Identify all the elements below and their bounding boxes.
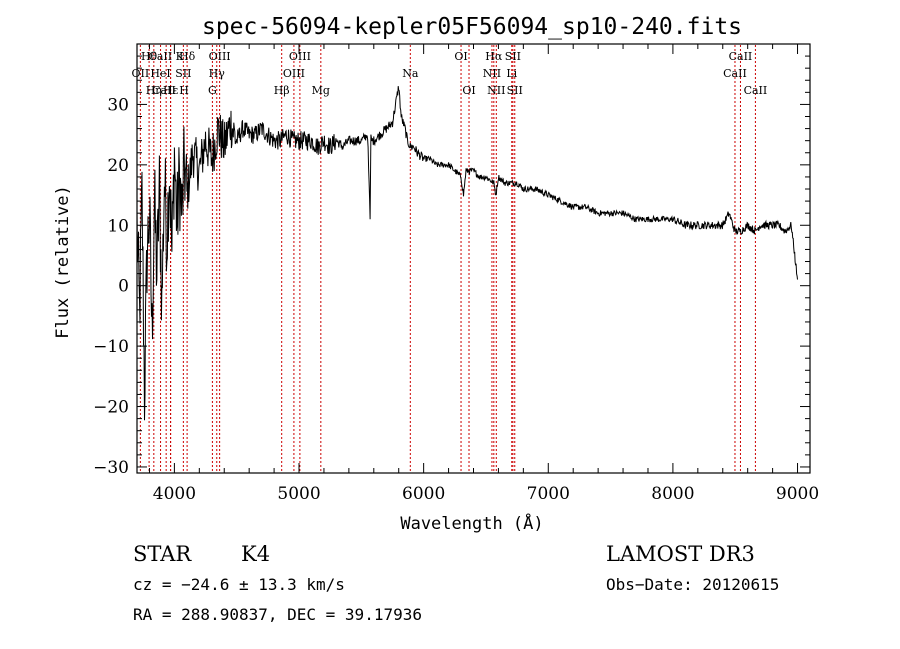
spectrum-line	[136, 86, 798, 421]
object-class: STAR	[133, 542, 192, 566]
survey-name: LAMOST DR3	[606, 542, 755, 566]
line-marker-label: Hα	[485, 50, 503, 63]
x-tick-label: 5000	[277, 484, 320, 504]
line-marker-label: CaII	[729, 50, 753, 63]
line-marker-label: Mg	[312, 84, 330, 97]
y-tick-label: 10	[107, 216, 129, 236]
line-marker-labels: OII Hθ Hη CaII K CaII H HeI Hε SII Hδ G Hγ OIII Hβ OI…	[132, 50, 768, 97]
x-tick-label: 8000	[651, 484, 694, 504]
y-tick-label: −30	[93, 458, 129, 478]
line-marker-label: OIII	[283, 67, 305, 80]
line-marker-label: Hδ	[179, 50, 196, 63]
y-tick-label: −20	[93, 398, 129, 418]
line-marker-label: HeI	[150, 67, 170, 80]
line-marker-label: Hθ	[141, 50, 158, 63]
y-tick-label: −10	[93, 337, 129, 357]
line-marker-label: OIII	[209, 50, 231, 63]
x-tick-label: 6000	[402, 484, 445, 504]
line-marker-label: CaII H	[152, 84, 189, 97]
line-marker-label: G	[208, 84, 217, 97]
x-tick-label: 4000	[153, 484, 196, 504]
line-marker-label: CaII	[723, 67, 747, 80]
coordinates: RA = 288.90837, DEC = 39.17936	[133, 605, 422, 624]
x-axis-ticks: 4000 5000 6000 7000 8000 9000	[148, 44, 819, 504]
y-axis-label: Flux (relative)	[53, 185, 73, 339]
line-marker-label: NII	[487, 84, 505, 97]
line-marker-label: Na	[402, 67, 419, 80]
line-marker-label: OI	[462, 84, 475, 97]
line-marker-label: Hβ	[274, 84, 290, 97]
y-axis-ticks: −30 −20 −10 0 10 20 30	[93, 55, 810, 478]
line-markers	[139, 45, 756, 472]
plot-frame	[136, 43, 811, 474]
x-axis-label: Wavelength (Å)	[400, 512, 543, 534]
y-tick-label: 30	[107, 95, 129, 115]
chart-title: spec-56094-kepler05F56094_sp10-240.fits	[202, 14, 742, 40]
line-marker-label: Hη	[146, 84, 162, 97]
line-marker-label: Hγ	[209, 67, 226, 80]
line-marker-label: OI	[454, 50, 467, 63]
line-marker-label: Li	[506, 67, 517, 80]
line-marker-label: SII	[175, 67, 191, 80]
spectrum-series	[136, 86, 798, 421]
line-marker-label: SII	[507, 84, 523, 97]
x-tick-label: 7000	[527, 484, 570, 504]
x-tick-label: 9000	[776, 484, 819, 504]
y-tick-label: 0	[118, 277, 129, 297]
object-subclass: K4	[241, 542, 270, 566]
line-marker-label: CaII K	[148, 50, 184, 63]
line-marker-label: NII	[483, 67, 501, 80]
line-marker-label: Hε	[163, 84, 179, 97]
line-marker-label: CaII	[744, 84, 768, 97]
velocity-readout: cz = −24.6 ± 13.3 km/s	[133, 575, 345, 594]
obs-date: Obs−Date: 20120615	[606, 575, 779, 594]
line-marker-label: SII	[505, 50, 521, 63]
y-tick-label: 20	[107, 156, 129, 176]
line-marker-label: OII	[132, 67, 150, 80]
line-marker-label: OIII	[289, 50, 311, 63]
